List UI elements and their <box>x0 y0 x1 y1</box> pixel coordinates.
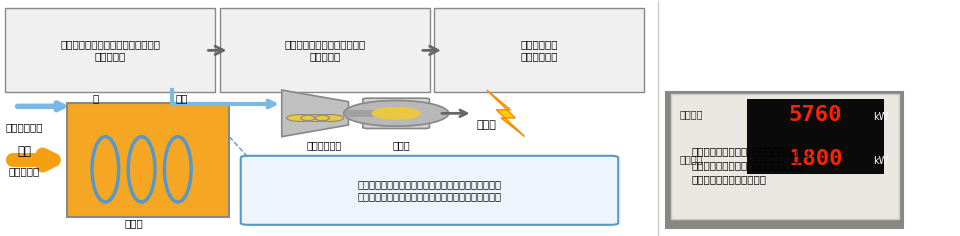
Text: kW: kW <box>873 156 888 166</box>
Circle shape <box>315 114 344 122</box>
FancyBboxPatch shape <box>220 8 429 92</box>
Polygon shape <box>281 90 348 137</box>
Text: 逆送電力: 逆送電力 <box>680 154 704 164</box>
Text: 電　気: 電 気 <box>477 120 496 130</box>
Circle shape <box>300 114 329 122</box>
Text: 廃熱: 廃熱 <box>17 145 32 158</box>
Text: 蒸気タービン: 蒸気タービン <box>307 140 343 150</box>
FancyBboxPatch shape <box>363 98 429 128</box>
FancyBboxPatch shape <box>747 136 884 174</box>
Text: kW: kW <box>873 112 888 122</box>
Circle shape <box>372 108 420 119</box>
FancyBboxPatch shape <box>671 94 899 219</box>
Text: 蒸気は、ほかにも熱交換器を介して熱供給などに利用
します。使い終った蒸気は水に戻して再利用します。: 蒸気は、ほかにも熱交換器を介して熱供給などに利用 します。使い終った蒸気は水に戻… <box>357 180 501 201</box>
Polygon shape <box>487 90 525 137</box>
FancyBboxPatch shape <box>747 99 884 137</box>
Text: ごみ焼却炉の: ごみ焼却炉の <box>6 122 43 132</box>
Text: 5760: 5760 <box>789 105 842 125</box>
FancyBboxPatch shape <box>666 92 903 228</box>
Circle shape <box>344 101 448 126</box>
Text: 上の「発電電力」は現在発電している量、
下の逆送電力は余った電気を電気事業者
へ送電（売電）している量: 上の「発電電力」は現在発電している量、 下の逆送電力は余った電気を電気事業者 へ… <box>691 146 810 184</box>
Text: 発電機: 発電機 <box>392 140 410 150</box>
Text: 蒸気: 蒸気 <box>176 93 188 103</box>
FancyBboxPatch shape <box>67 103 229 217</box>
FancyBboxPatch shape <box>434 8 644 92</box>
Text: ボイラ: ボイラ <box>125 218 143 228</box>
Text: 水: 水 <box>93 93 99 103</box>
Circle shape <box>286 114 315 122</box>
FancyBboxPatch shape <box>5 8 215 92</box>
FancyBboxPatch shape <box>241 156 618 225</box>
Text: （排ガス）: （排ガス） <box>9 167 40 177</box>
Text: ごみを燃やす時に出る熱を利用して
蒸気を作る: ごみを燃やす時に出る熱を利用して 蒸気を作る <box>60 40 160 61</box>
Text: 蒸気の力でタービンの羽根を
回転させる: 蒸気の力でタービンの羽根を 回転させる <box>284 40 365 61</box>
Text: 1800: 1800 <box>789 149 842 169</box>
Text: 発電電力: 発電電力 <box>680 110 704 119</box>
Text: 発電機で電力
を発生させる: 発電機で電力 を発生させる <box>520 40 558 61</box>
